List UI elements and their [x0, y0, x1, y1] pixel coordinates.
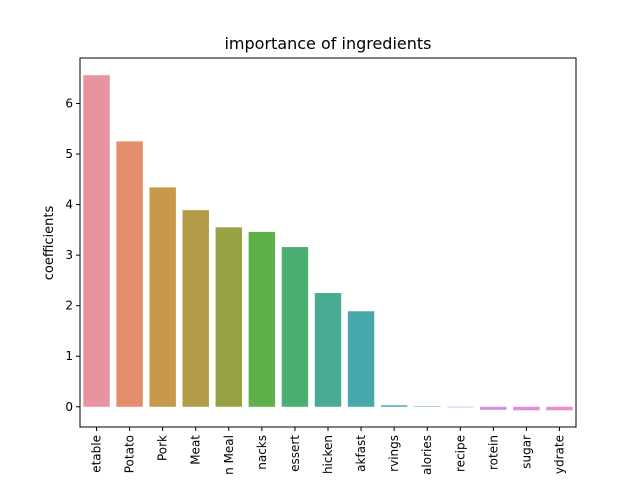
x-tick-label: hicken	[321, 435, 335, 474]
x-tick-label: n Meal	[222, 435, 236, 475]
bar-13	[513, 406, 540, 411]
x-tick-label: recipe	[453, 435, 467, 472]
bars-group	[83, 75, 573, 411]
bar-11	[447, 406, 474, 408]
bar-6	[281, 247, 309, 407]
y-tick-label: 5	[65, 147, 73, 161]
bar-7	[314, 293, 342, 407]
x-tick-label: ydrate	[552, 435, 566, 474]
bar-10	[413, 406, 441, 407]
x-tick-label: etable	[90, 435, 104, 473]
bar-12	[480, 406, 507, 410]
x-tick-label: rvings	[387, 435, 401, 472]
bar-2	[149, 187, 176, 407]
bar-9	[380, 405, 408, 407]
bar-3	[182, 210, 209, 407]
x-tick-label: essert	[288, 435, 302, 472]
x-tick-label: alories	[420, 435, 434, 475]
x-tick-label: Potato	[123, 435, 137, 473]
x-axis-ticks: etable Potato Pork Meat n Meal nacks essert hic…	[90, 427, 566, 475]
bar-4	[215, 227, 243, 407]
bar-14	[546, 406, 573, 411]
y-tick-label: 6	[65, 96, 73, 110]
plot-frame	[79, 57, 577, 428]
x-tick-label: Meat	[189, 435, 203, 465]
y-tick-label: 0	[65, 400, 73, 414]
y-tick-label: 3	[65, 248, 73, 262]
bar-0	[83, 75, 110, 407]
x-tick-label: sugar	[519, 435, 533, 469]
y-axis-label: coefficients	[42, 206, 57, 281]
x-tick-label: nacks	[255, 435, 269, 470]
y-tick-label: 1	[65, 349, 73, 363]
chart-title: importance of ingredients	[224, 34, 431, 53]
bar-8	[347, 311, 375, 407]
y-axis-ticks: 0 1 2 3 4 5 6	[65, 96, 80, 414]
x-tick-label: Pork	[156, 435, 170, 461]
bar-1	[116, 141, 143, 407]
x-tick-label: rotein	[486, 435, 500, 470]
y-tick-label: 4	[65, 198, 73, 212]
bar-5	[248, 231, 276, 407]
y-tick-label: 2	[65, 299, 73, 313]
x-tick-label: akfast	[354, 435, 368, 472]
